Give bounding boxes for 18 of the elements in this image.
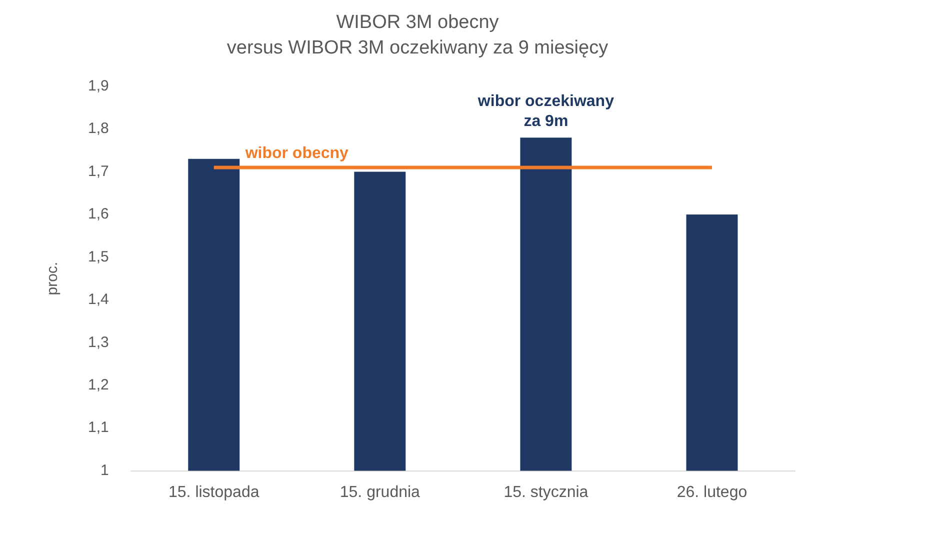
series-label: wibor obecny: [244, 144, 349, 162]
y-tick-label: 1,3: [88, 334, 109, 351]
y-tick-label: 1,2: [88, 376, 109, 394]
y-tick-label: 1,9: [88, 77, 109, 94]
chart-title: WIBOR 3M obecny versus WIBOR 3M oczekiwany za 9 miesięcy: [226, 12, 609, 59]
y-axis-title: proc.: [44, 262, 62, 296]
y-tick-label: 1,6: [88, 206, 109, 223]
series-label: wibor oczekiwany za 9m: [476, 92, 614, 130]
y-tick-label: 1,7: [88, 162, 109, 180]
x-tick-label: 15. stycznia: [504, 484, 588, 501]
x-tick-label: 15. listopada: [168, 484, 260, 501]
x-tick-label: 15. grudnia: [340, 484, 420, 501]
y-tick-label: 1: [100, 462, 109, 479]
y-tick-label: 1,8: [88, 120, 109, 138]
y-tick-label: 1,1: [88, 419, 109, 436]
x-tick-label: 26. lutego: [676, 484, 748, 501]
y-tick-label: 1,4: [88, 291, 109, 308]
y-tick-label: 1,5: [88, 248, 109, 266]
